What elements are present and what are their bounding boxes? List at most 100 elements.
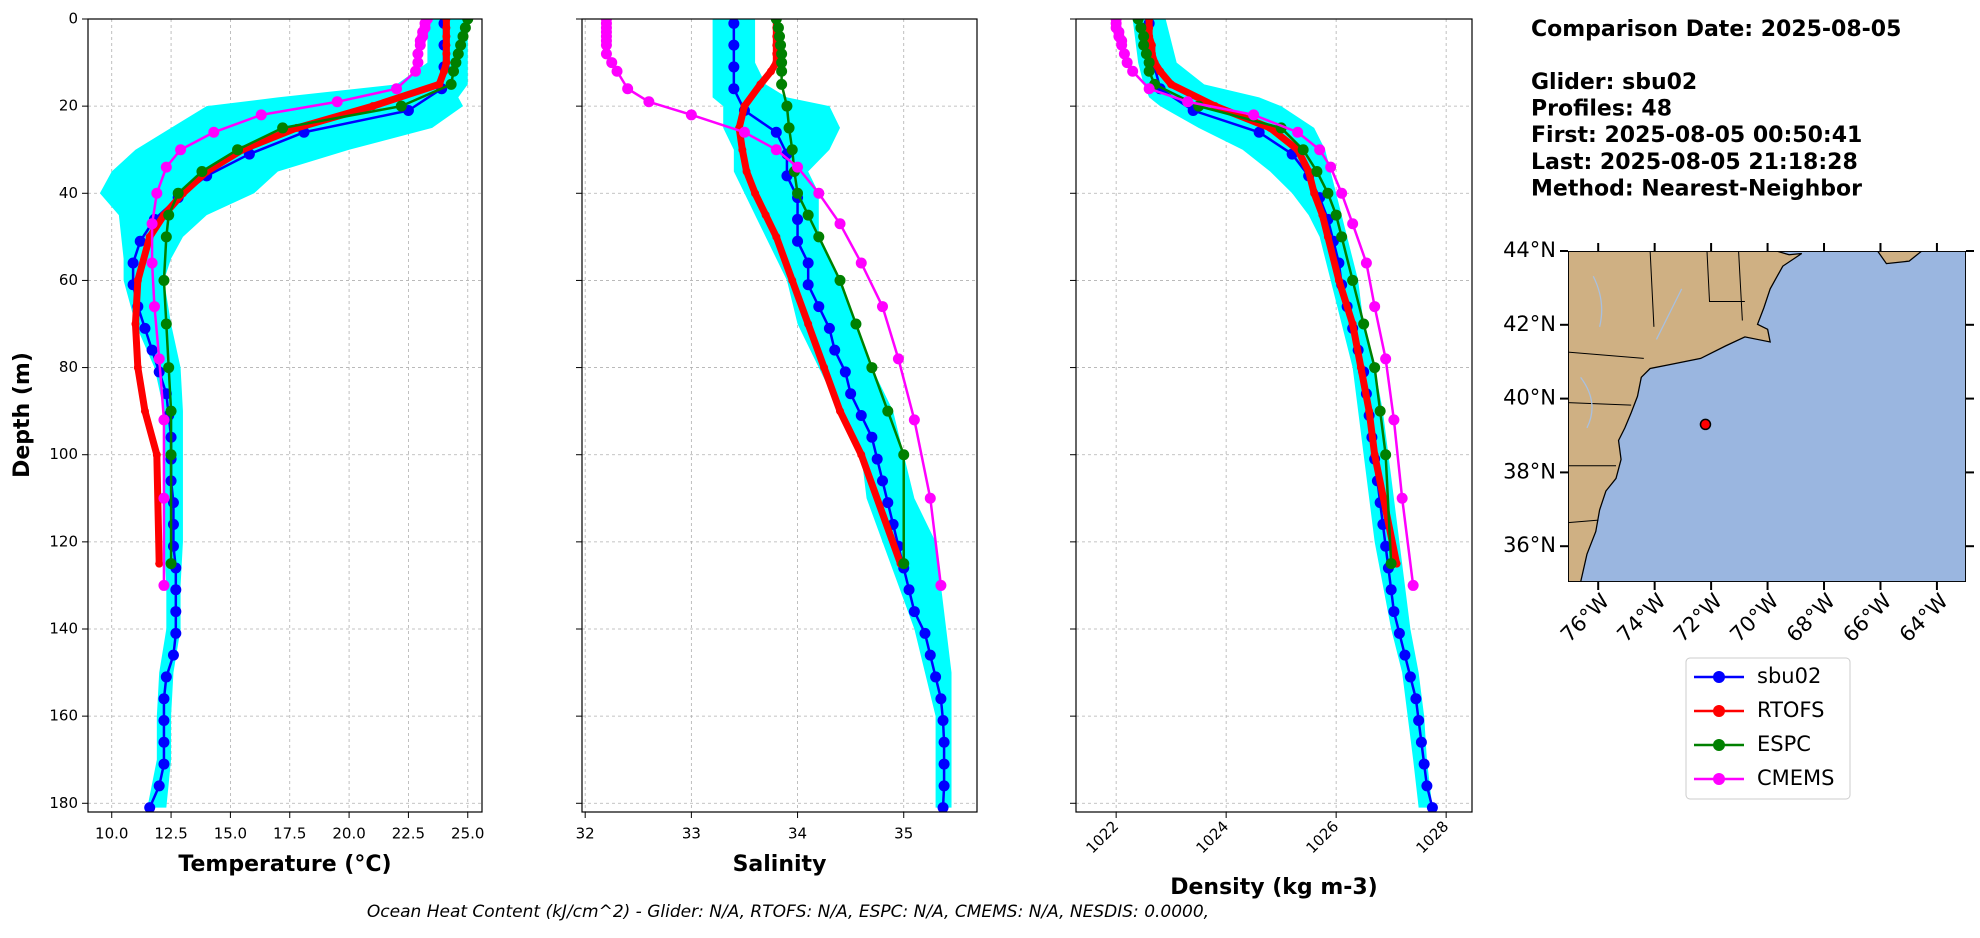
profile-point (871, 453, 883, 465)
profile-point (776, 78, 788, 90)
profile-point (882, 497, 894, 509)
profile-point (937, 715, 949, 726)
profile-point (813, 231, 825, 243)
axes-frame (1075, 18, 1473, 813)
x-axis-label: Salinity (733, 852, 827, 877)
profile-point (924, 492, 936, 504)
profile-point (930, 671, 942, 683)
lon-tick-label: 68°W (1782, 589, 1840, 647)
profile-point (1421, 780, 1433, 792)
x-tick-label: 1024 (1192, 817, 1232, 857)
profile-point (167, 649, 179, 661)
y-tick-label: 120 (49, 532, 78, 550)
y-tick-label: 20 (59, 97, 78, 115)
profile-point (140, 407, 149, 416)
profile-point (728, 39, 740, 51)
footer-note: Ocean Heat Content (kJ/cm^2) - Glider: N… (367, 902, 1209, 922)
legend-label: CMEMS (1757, 766, 1835, 790)
profile-point (728, 61, 740, 73)
legend-label: sbu02 (1757, 664, 1821, 688)
profile-point (898, 558, 910, 570)
profile-point (133, 276, 142, 285)
profile-point (1138, 30, 1150, 42)
profile-point (1399, 649, 1411, 661)
profile-point (167, 540, 179, 552)
profile-point (820, 363, 829, 372)
legend-marker (1713, 739, 1725, 751)
profile-point (1167, 80, 1176, 89)
panel-0 (88, 19, 482, 812)
lon-tick-label: 74°W (1612, 589, 1670, 647)
profile-point (774, 30, 785, 42)
profile-point (158, 274, 170, 286)
profile-point (452, 48, 464, 60)
profile-point (898, 449, 910, 461)
profile-point (643, 96, 655, 108)
profile-point (165, 405, 177, 417)
x-tick-label: 33 (682, 825, 701, 843)
y-tick-label: 40 (59, 184, 78, 202)
x-axis-label: Density (kg m-3) (1170, 875, 1378, 900)
profile-point (855, 410, 867, 421)
profile-point (1314, 144, 1326, 156)
lat-tick-label: 44°N (1503, 238, 1556, 262)
profile-point (442, 19, 451, 23)
profile-point (1370, 450, 1379, 459)
profile-point (788, 276, 797, 285)
x-tick-label: 20.0 (332, 825, 365, 843)
profile-point (153, 353, 165, 365)
y-tick-label: 0 (68, 10, 78, 28)
profile-point (1418, 758, 1430, 770)
x-tick-label: 35 (894, 825, 913, 843)
lat-tick-label: 42°N (1503, 312, 1556, 336)
profile-point (1380, 449, 1392, 461)
profile-point (1330, 209, 1342, 221)
profile-point (153, 780, 165, 792)
profile-point (772, 232, 781, 241)
profile-point (160, 318, 172, 330)
legend-label: ESPC (1757, 732, 1811, 756)
profile-point (1147, 41, 1156, 50)
lon-tick-label: 76°W (1556, 589, 1614, 647)
profile-point (1297, 144, 1309, 156)
x-tick-label: 32 (576, 825, 595, 843)
lon-tick-label: 64°W (1895, 589, 1953, 647)
profile-point (133, 363, 142, 372)
x-axis-label: Temperature (°C) (178, 852, 391, 877)
profile-point (152, 450, 161, 459)
profile-point (146, 257, 158, 269)
profile-point (935, 579, 947, 591)
profile-point (1143, 83, 1155, 95)
profile-point (148, 301, 160, 313)
profile-point (829, 344, 841, 356)
profile-point (457, 30, 469, 42)
legend-marker (1713, 705, 1725, 717)
legend-box (1685, 657, 1851, 800)
info-line: First: 2025-08-05 00:50:41 (1531, 123, 1862, 148)
profile-point (391, 83, 403, 95)
lon-tick-label: 70°W (1725, 589, 1783, 647)
profile-point (1415, 736, 1427, 748)
profile-point (448, 65, 460, 77)
profile-point (938, 780, 950, 792)
profile-point (857, 450, 866, 459)
profile-point (738, 145, 747, 154)
profile-point (1358, 318, 1370, 330)
lat-tick-label: 38°N (1503, 459, 1556, 483)
profile-point (232, 144, 244, 156)
profile-point (442, 49, 451, 58)
profile-point (1388, 606, 1400, 618)
profile-point (1407, 579, 1419, 591)
profile-point (823, 322, 835, 334)
axes-frame (581, 18, 978, 813)
legend-marker (1713, 671, 1725, 683)
profile-point (767, 67, 776, 76)
profile-point (938, 736, 950, 748)
profile-point (1140, 48, 1152, 60)
profile-point (606, 57, 618, 69)
x-tick-label: 34 (788, 825, 807, 843)
profile-point (1334, 276, 1343, 285)
profile-point (850, 318, 862, 330)
profile-point (839, 366, 851, 378)
profile-point (855, 257, 867, 269)
